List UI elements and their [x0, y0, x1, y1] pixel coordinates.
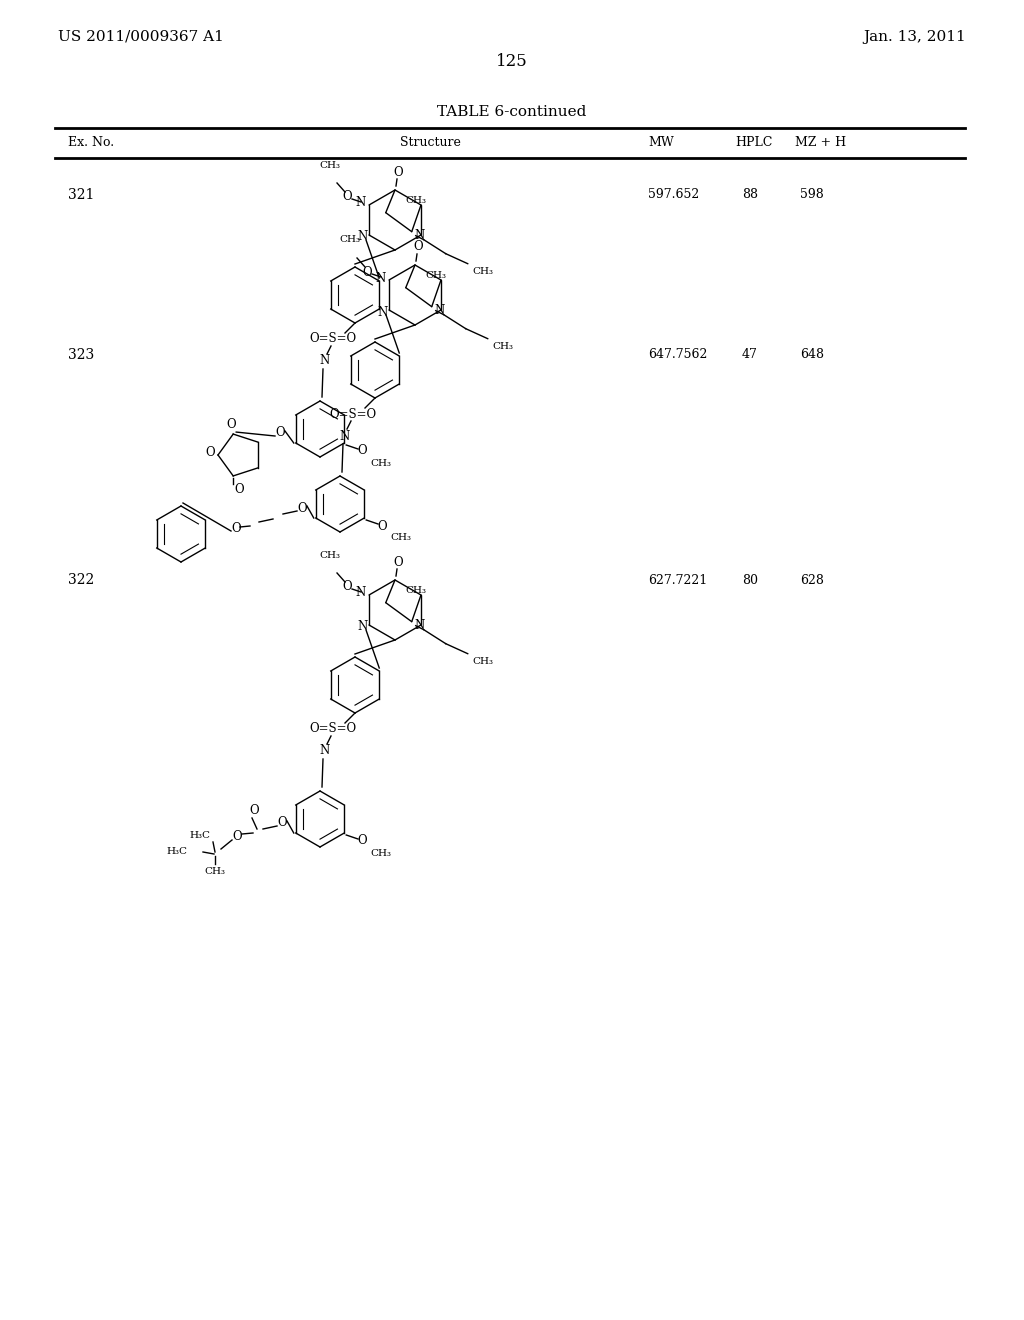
Text: HPLC: HPLC: [735, 136, 772, 149]
Text: H₃C: H₃C: [189, 832, 210, 841]
Text: CH₃: CH₃: [370, 458, 391, 467]
Text: O: O: [234, 483, 244, 496]
Text: O: O: [393, 165, 402, 178]
Text: CH₃: CH₃: [205, 867, 225, 876]
Text: CH₃: CH₃: [406, 586, 427, 595]
Text: O: O: [393, 556, 402, 569]
Text: 322: 322: [68, 573, 94, 587]
Text: CH₃: CH₃: [340, 235, 360, 244]
Text: CH₃: CH₃: [319, 550, 341, 560]
Text: O: O: [362, 265, 372, 279]
Text: CH₃: CH₃: [390, 533, 411, 543]
Text: CH₃: CH₃: [426, 271, 446, 280]
Text: 648: 648: [800, 348, 824, 362]
Text: CH₃: CH₃: [473, 267, 494, 276]
Text: O: O: [377, 520, 387, 532]
Text: N: N: [358, 620, 369, 634]
Text: N: N: [358, 231, 369, 243]
Text: 323: 323: [68, 348, 94, 362]
Text: O: O: [357, 445, 367, 458]
Text: US 2011/0009367 A1: US 2011/0009367 A1: [58, 30, 224, 44]
Text: O: O: [357, 834, 367, 847]
Text: 321: 321: [68, 187, 94, 202]
Text: CH₃: CH₃: [319, 161, 341, 169]
Text: 88: 88: [742, 189, 758, 202]
Text: O: O: [226, 417, 236, 430]
Text: N: N: [319, 744, 330, 758]
Text: MW: MW: [648, 136, 674, 149]
Text: 628: 628: [800, 573, 824, 586]
Text: MZ + H: MZ + H: [795, 136, 846, 149]
Text: O=S=O: O=S=O: [309, 333, 356, 346]
Text: 125: 125: [496, 54, 528, 70]
Text: O: O: [205, 446, 215, 459]
Text: N: N: [434, 304, 444, 317]
Text: O: O: [278, 817, 287, 829]
Text: TABLE 6-continued: TABLE 6-continued: [437, 106, 587, 119]
Text: O=S=O: O=S=O: [330, 408, 377, 421]
Text: CH₃: CH₃: [406, 197, 427, 205]
Text: O: O: [297, 502, 307, 515]
Text: 598: 598: [800, 189, 823, 202]
Text: O: O: [232, 829, 242, 842]
Text: Ex. No.: Ex. No.: [68, 136, 114, 149]
Text: 47: 47: [742, 348, 758, 362]
Text: O: O: [342, 190, 352, 203]
Text: 597.652: 597.652: [648, 189, 699, 202]
Text: O: O: [342, 581, 352, 594]
Text: N: N: [415, 230, 425, 242]
Text: O: O: [249, 804, 259, 817]
Text: N: N: [376, 272, 386, 285]
Text: CH₃: CH₃: [370, 849, 391, 858]
Text: N: N: [378, 305, 388, 318]
Text: O: O: [275, 426, 285, 440]
Text: CH₃: CH₃: [493, 342, 514, 351]
Text: O: O: [414, 240, 423, 253]
Text: N: N: [319, 355, 330, 367]
Text: 80: 80: [742, 573, 758, 586]
Text: N: N: [356, 586, 367, 599]
Text: Jan. 13, 2011: Jan. 13, 2011: [863, 30, 966, 44]
Text: 627.7221: 627.7221: [648, 573, 708, 586]
Text: O: O: [231, 523, 241, 536]
Text: N: N: [415, 619, 425, 632]
Text: H₃C: H₃C: [166, 847, 187, 857]
Text: O=S=O: O=S=O: [309, 722, 356, 735]
Text: N: N: [356, 197, 367, 210]
Text: CH₃: CH₃: [473, 657, 494, 667]
Text: Structure: Structure: [399, 136, 461, 149]
Text: 647.7562: 647.7562: [648, 348, 708, 362]
Text: N: N: [340, 429, 350, 442]
